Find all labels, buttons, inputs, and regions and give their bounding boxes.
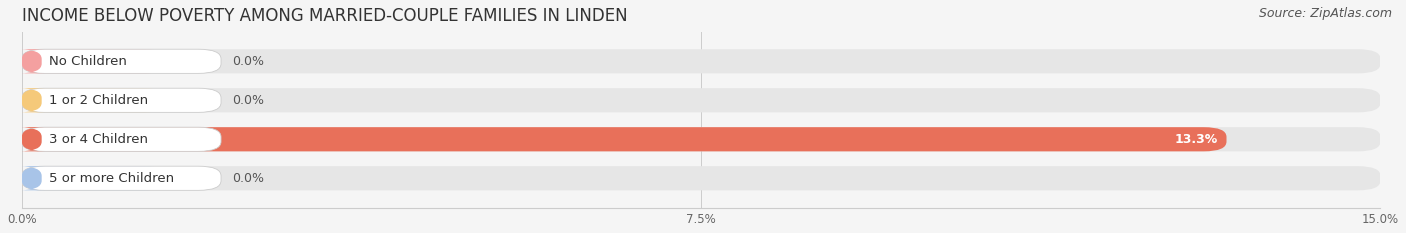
Text: INCOME BELOW POVERTY AMONG MARRIED-COUPLE FAMILIES IN LINDEN: INCOME BELOW POVERTY AMONG MARRIED-COUPL…: [21, 7, 627, 25]
Text: 0.0%: 0.0%: [232, 172, 264, 185]
FancyBboxPatch shape: [21, 49, 1381, 73]
FancyBboxPatch shape: [20, 88, 45, 112]
FancyBboxPatch shape: [21, 88, 221, 112]
Text: Source: ZipAtlas.com: Source: ZipAtlas.com: [1258, 7, 1392, 20]
FancyBboxPatch shape: [21, 166, 221, 190]
FancyBboxPatch shape: [21, 166, 1381, 190]
Text: 1 or 2 Children: 1 or 2 Children: [49, 94, 148, 107]
FancyBboxPatch shape: [20, 166, 45, 190]
Text: No Children: No Children: [49, 55, 127, 68]
FancyBboxPatch shape: [21, 127, 1381, 151]
FancyBboxPatch shape: [20, 127, 45, 151]
Text: 5 or more Children: 5 or more Children: [49, 172, 174, 185]
Text: 0.0%: 0.0%: [232, 94, 264, 107]
FancyBboxPatch shape: [21, 88, 167, 112]
Text: 13.3%: 13.3%: [1174, 133, 1218, 146]
FancyBboxPatch shape: [21, 49, 221, 73]
FancyBboxPatch shape: [21, 49, 167, 73]
Text: 3 or 4 Children: 3 or 4 Children: [49, 133, 148, 146]
FancyBboxPatch shape: [20, 49, 45, 73]
FancyBboxPatch shape: [21, 127, 221, 151]
FancyBboxPatch shape: [21, 127, 1226, 151]
Text: 0.0%: 0.0%: [232, 55, 264, 68]
FancyBboxPatch shape: [21, 88, 1381, 112]
FancyBboxPatch shape: [21, 166, 167, 190]
